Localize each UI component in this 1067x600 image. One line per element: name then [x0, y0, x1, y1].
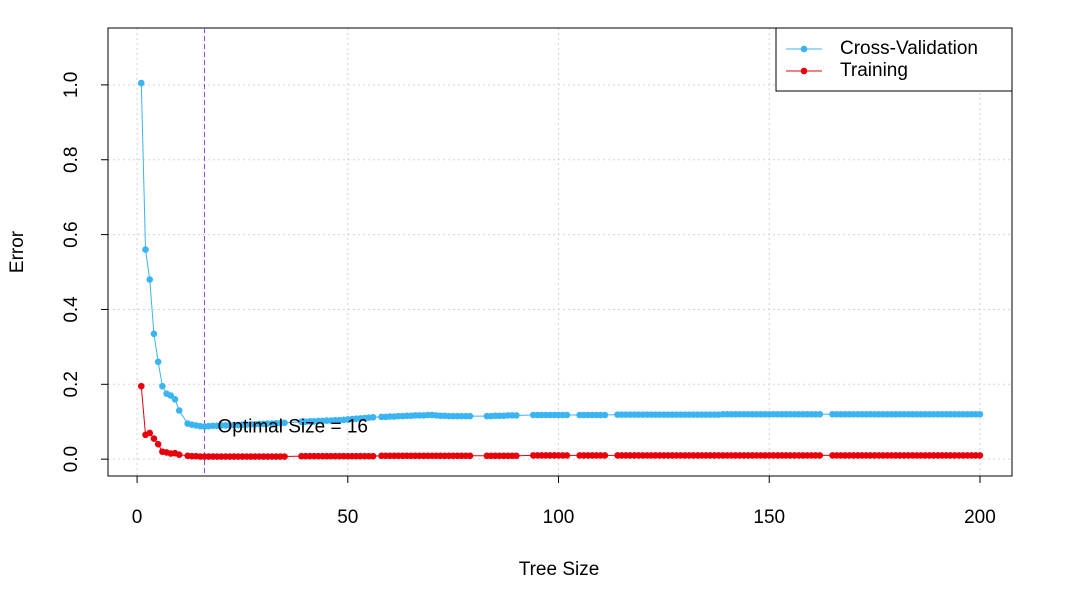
legend-label: Cross-Validation: [840, 38, 978, 59]
y-tick-label: 0.6: [61, 221, 82, 247]
legend-point: [800, 67, 808, 75]
data-point: [976, 452, 984, 459]
data-point: [159, 382, 166, 390]
y-tick-label: 0.4: [61, 296, 82, 323]
legend-box: [775, 27, 1013, 92]
data-point: [601, 452, 609, 459]
data-point: [281, 419, 288, 427]
data-point: [171, 395, 179, 403]
data-point: [154, 358, 162, 366]
data-point: [175, 407, 183, 414]
legend-point: [800, 45, 808, 53]
y-tick-label: 1.0: [61, 72, 82, 98]
data-point: [563, 452, 571, 459]
x-tick-label: 50: [337, 507, 358, 528]
data-point: [146, 429, 154, 437]
x-tick-label: 150: [753, 507, 785, 528]
data-point: [466, 412, 474, 420]
data-point: [137, 79, 145, 87]
y-tick-label: 0.8: [61, 147, 82, 173]
data-point: [563, 411, 571, 419]
data-point: [281, 453, 288, 460]
data-point: [150, 435, 158, 442]
data-point: [976, 410, 984, 418]
x-tick-label: 0: [132, 507, 143, 528]
x-tick-label: 200: [964, 507, 996, 528]
data-point: [466, 452, 474, 460]
data-point: [137, 382, 145, 390]
plot-frame: [107, 27, 1013, 477]
x-axis-title: Tree Size: [519, 559, 600, 580]
data-point: [369, 413, 377, 421]
data-point: [154, 440, 162, 448]
data-point: [601, 411, 609, 419]
data-point: [513, 452, 520, 460]
y-axis-title: Error: [7, 230, 28, 273]
x-tick-label: 100: [543, 507, 575, 528]
data-point: [142, 246, 149, 253]
annotation: Optimal Size = 16: [218, 416, 369, 437]
data-point: [816, 410, 824, 418]
data-point: [369, 452, 377, 460]
data-point: [816, 452, 824, 459]
data-point: [150, 330, 158, 338]
data-point: [175, 451, 183, 458]
data-point: [167, 392, 175, 399]
data-point: [146, 276, 154, 283]
series-line: [140, 83, 980, 428]
data-point: [513, 412, 520, 419]
legend-label: Training: [840, 60, 908, 81]
y-tick-label: 0.0: [61, 446, 82, 472]
y-tick-label: 0.2: [61, 371, 82, 397]
